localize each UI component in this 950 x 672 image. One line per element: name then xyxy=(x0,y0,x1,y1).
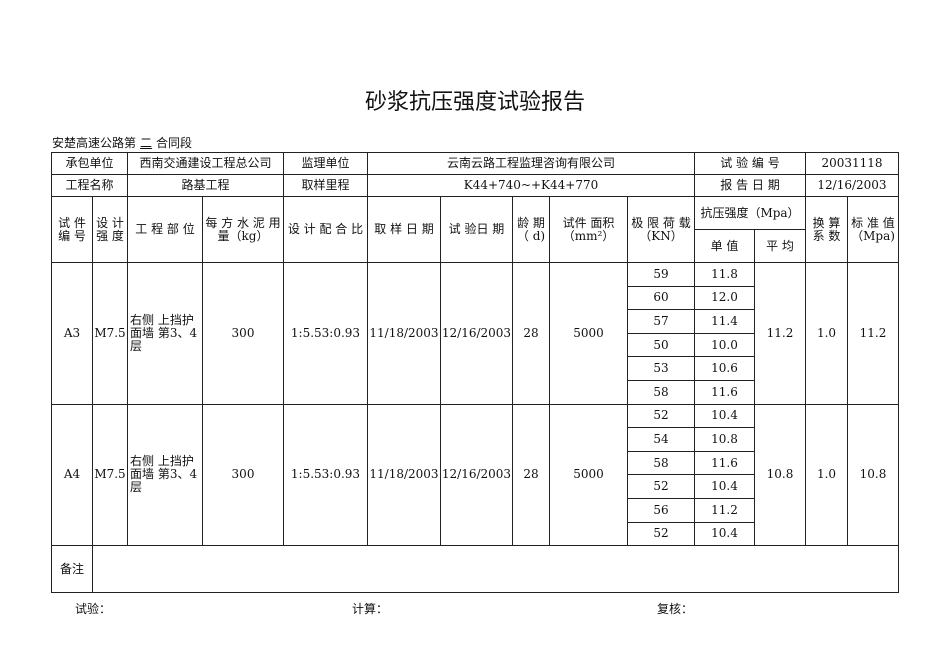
cell-grade: M7.5 xyxy=(92,403,128,547)
cell-area: 5000 xyxy=(549,403,628,547)
cell-load: 58 xyxy=(627,450,695,476)
cell-load: 60 xyxy=(627,285,695,311)
header-factor: 换 算 系 数 xyxy=(805,196,848,263)
cell-sample_date: 11/18/2003 xyxy=(367,262,441,405)
cell-single: 10.4 xyxy=(694,521,755,547)
cell-no: A3 xyxy=(51,262,93,405)
header-single: 单 值 xyxy=(694,229,755,263)
table-row: 56 11.2 xyxy=(52,497,899,523)
report-date: 12/16/2003 xyxy=(805,174,899,197)
cell-single: 11.4 xyxy=(694,309,755,334)
header-avg: 平 均 xyxy=(754,229,806,263)
contract-section: 安楚高速公路第二合同段 xyxy=(52,134,192,151)
header-age: 龄 期（ d) xyxy=(512,196,550,263)
cell-std: 10.8 xyxy=(847,403,899,547)
project: 路基工程 xyxy=(127,174,284,197)
project-label: 工程名称 xyxy=(51,174,128,197)
footer-review: 复核： xyxy=(657,602,694,616)
cell-load: 54 xyxy=(627,427,695,452)
cell-no: A4 xyxy=(51,403,93,547)
header-area: 试件 面积（mm²） xyxy=(549,196,628,263)
cell-load: 59 xyxy=(627,262,695,287)
cell-age: 28 xyxy=(512,262,550,405)
test-no: 20031118 xyxy=(805,152,899,175)
cell-single: 10.0 xyxy=(694,332,755,358)
subtitle-prefix: 安楚高速公路第 xyxy=(52,136,137,150)
table-row: 54 10.8 xyxy=(52,427,899,452)
cell-avg: 11.2 xyxy=(754,262,806,405)
header-specimen-no: 试 件 编 号 xyxy=(51,196,93,263)
mileage-label: 取样里程 xyxy=(283,174,368,197)
subtitle-section: 二 xyxy=(140,136,153,150)
header-part: 工 程 部 位 xyxy=(127,196,203,263)
cell-part: 右侧 上挡护面墙 第3、4层 xyxy=(127,403,203,547)
supervisor: 云南云路工程监理咨询有限公司 xyxy=(367,152,695,175)
cell-load: 52 xyxy=(627,403,695,429)
test-no-label: 试 验 编 号 xyxy=(694,152,806,175)
subtitle-suffix: 合同段 xyxy=(156,136,193,150)
cell-single: 12.0 xyxy=(694,285,755,311)
table-row: 53 10.6 xyxy=(52,356,899,381)
cell-mix: 1:5.53:0.93 xyxy=(283,403,368,547)
cell-avg: 10.8 xyxy=(754,403,806,547)
table-row: 60 12.0 xyxy=(52,285,899,311)
cell-std: 11.2 xyxy=(847,262,899,405)
cell-load: 56 xyxy=(627,497,695,523)
cell-test_date: 12/16/2003 xyxy=(440,262,513,405)
header-strength: 抗压强度（Mpa） xyxy=(694,196,806,230)
mileage: K44+740~+K44+770 xyxy=(367,174,695,197)
contractor-label: 承包单位 xyxy=(51,152,128,175)
table-row: 52 10.4 xyxy=(52,474,899,499)
table-row: 57 11.4 xyxy=(52,309,899,334)
cell-single: 11.6 xyxy=(694,379,755,405)
remarks-field[interactable] xyxy=(92,545,899,594)
supervisor-label: 监理单位 xyxy=(283,152,368,175)
cell-load: 52 xyxy=(627,521,695,547)
cell-area: 5000 xyxy=(549,262,628,405)
report-date-label: 报 告 日 期 xyxy=(694,174,806,197)
table-row: A3 M7.5 右侧 上挡护面墙 第3、4层 300 1:5.53:0.93 11/18/… xyxy=(51,262,899,405)
cell-factor: 1.0 xyxy=(805,403,848,547)
header-mix: 设 计 配 合 比 xyxy=(283,196,368,263)
cell-sample_date: 11/18/2003 xyxy=(367,403,441,547)
header-std: 标 准 值（Mpa) xyxy=(847,196,899,263)
cell-single: 10.4 xyxy=(694,403,755,429)
cell-load: 57 xyxy=(627,309,695,334)
cell-grade: M7.5 xyxy=(92,262,128,405)
cell-load: 52 xyxy=(627,474,695,499)
cell-load: 50 xyxy=(627,332,695,358)
footer-calc: 计算： xyxy=(352,602,389,616)
table-row: 58 11.6 xyxy=(52,450,899,476)
cell-load: 53 xyxy=(627,356,695,381)
cell-single: 11.2 xyxy=(694,497,755,523)
contractor: 西南交通建设工程总公司 xyxy=(127,152,284,175)
header-cement: 每 方 水 泥 用 量（kg） xyxy=(202,196,284,263)
report-table: 承包单位 西南交通建设工程总公司 监理单位 云南云路工程监理咨询有限公司试 验 编 号… xyxy=(51,152,899,594)
table-row: A4 M7.5 右侧 上挡护面墙 第3、4层 300 1:5.53:0.93 11/18/… xyxy=(51,403,899,547)
cell-age: 28 xyxy=(512,403,550,547)
cell-single: 10.8 xyxy=(694,427,755,452)
footer-test: 试验： xyxy=(75,602,112,616)
table-row: 58 11.6 xyxy=(52,379,899,405)
cell-single: 10.4 xyxy=(694,474,755,499)
cell-cement: 300 xyxy=(202,403,284,547)
header-test-date: 试 验日 期 xyxy=(440,196,513,263)
report-title: 砂浆抗压强度试验报告 xyxy=(364,90,585,115)
cell-test_date: 12/16/2003 xyxy=(440,403,513,547)
cell-factor: 1.0 xyxy=(805,262,848,405)
cell-single: 11.6 xyxy=(694,450,755,476)
cell-part: 右侧 上挡护面墙 第3、4层 xyxy=(127,262,203,405)
table-row: 50 10.0 xyxy=(52,332,899,358)
cell-cement: 300 xyxy=(202,262,284,405)
header-load: 极 限 荷 载（KN） xyxy=(627,196,695,263)
cell-single: 10.6 xyxy=(694,356,755,381)
header-design-strength: 设 计 强 度 xyxy=(92,196,128,263)
cell-single: 11.8 xyxy=(694,262,755,287)
cell-load: 58 xyxy=(627,379,695,405)
cell-mix: 1:5.53:0.93 xyxy=(283,262,368,405)
header-sample-date: 取 样 日 期 xyxy=(367,196,441,263)
remarks-label: 备注 xyxy=(51,545,93,594)
